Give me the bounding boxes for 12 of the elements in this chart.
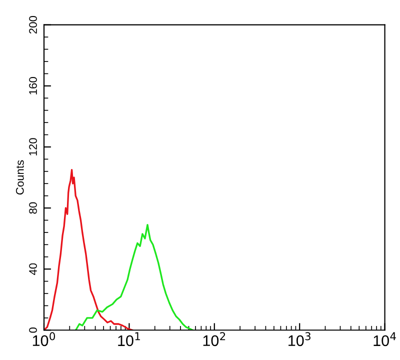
y-tick-label: 0 — [29, 327, 37, 333]
x-tick-label: 10$^{2}$ — [203, 332, 226, 346]
x-tick-label: 10$^{1}$ — [118, 332, 140, 346]
x-tick-label: 10$^{3}$ — [288, 332, 310, 346]
x-tick-label: 10$^{4}$ — [374, 332, 396, 346]
y-axis-title: Counts — [16, 160, 24, 195]
y-tick-label: 120 — [29, 138, 37, 156]
y-tick-label: 40 — [29, 263, 37, 275]
y-tick-label: 160 — [29, 77, 37, 94]
y-tick-label: 80 — [29, 202, 37, 214]
y-tick-label: 200 — [29, 16, 37, 34]
x-tick-label: 10$^{0}$ — [32, 332, 56, 346]
